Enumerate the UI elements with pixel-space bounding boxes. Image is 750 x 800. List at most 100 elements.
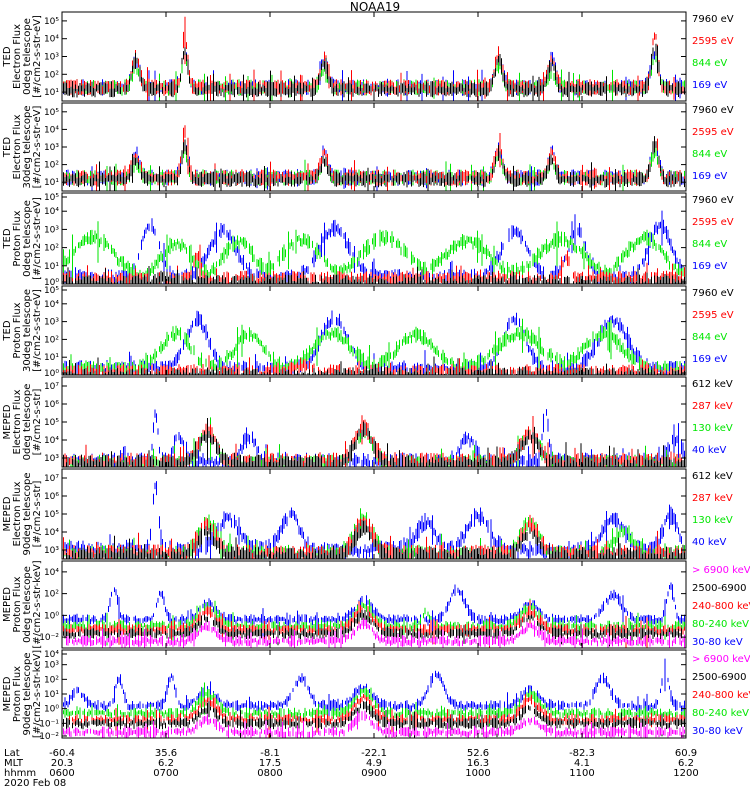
footer-value: -82.3 xyxy=(569,748,595,759)
panel-3-legend: 7960 eV 2595 eV 844 eV 169 eV xyxy=(692,195,734,272)
footer-row-label: MLT xyxy=(4,758,24,769)
footer-value: 20.3 xyxy=(51,758,73,769)
panel-8-ylabel: MEPEDProton Flux90deg telescope[#/cm2-s-… xyxy=(2,650,43,738)
ylabel-line: 0deg telescope xyxy=(22,566,33,643)
legend-entry-red: 2595 eV xyxy=(692,217,734,228)
panel-4-series-blue xyxy=(62,310,686,375)
ylabel-line: 90deg telescope xyxy=(22,472,33,555)
ylabel-line: [#/cm2-s-str-eV] xyxy=(32,106,43,189)
y-tick-label: 10⁵ xyxy=(44,418,59,428)
legend-entry-black: 612 keV xyxy=(692,471,733,482)
y-tick-label: 10⁻¹ xyxy=(39,719,59,729)
ylabel-line: Proton Flux xyxy=(12,666,23,722)
y-tick-label: 10⁵ xyxy=(44,108,59,118)
legend-entry-red: 287 keV xyxy=(692,493,733,504)
legend-entry-red: 287 keV xyxy=(692,401,733,412)
footer-value: 17.5 xyxy=(259,758,281,769)
y-tick-label: 10¹ xyxy=(44,262,59,272)
footer-value: 4.1 xyxy=(574,758,590,769)
panel-1-series-red xyxy=(62,16,686,101)
y-tick-label: 10⁵ xyxy=(44,286,59,296)
y-tick-label: 10⁴ xyxy=(44,207,59,217)
y-tick-label: 10² xyxy=(44,590,59,600)
panel-6-ylabel: MEPEDElectron Flux90deg telescope[#/cm2-… xyxy=(2,472,43,555)
legend-entry-black: 7960 eV xyxy=(692,105,734,116)
y-tick-label: 10⁴ xyxy=(44,568,59,578)
legend-entry-black: 2500-6900 xyxy=(692,583,747,594)
ylabel-line: MEPED xyxy=(2,496,13,531)
legend-entry-black: 7960 eV xyxy=(692,14,734,25)
legend-entry-black: 612 keV xyxy=(692,379,733,390)
y-tick-label: 10² xyxy=(44,675,59,685)
legend-entry-blue: 169 eV xyxy=(692,261,727,272)
legend-entry-red: 240-800 keV xyxy=(692,601,750,612)
y-tick-label: 10¹ xyxy=(44,88,59,98)
panel-4-legend: 7960 eV 2595 eV 844 eV 169 eV xyxy=(692,288,734,365)
panel-8-series-black xyxy=(62,701,686,738)
ylabel-line: TED xyxy=(2,137,13,158)
footer-value: -22.1 xyxy=(361,748,387,759)
y-tick-label: 10⁵ xyxy=(44,17,59,27)
legend-entry-green: 844 eV xyxy=(692,58,727,69)
footer-value: 1000 xyxy=(465,768,490,779)
panel-1-series-black xyxy=(62,43,686,101)
panel-3-ylabel: TEDProton Flux0deg telescope[#/cm2-s-str… xyxy=(2,197,43,280)
y-tick-label: 10¹ xyxy=(44,178,59,188)
panel-8-series-magenta xyxy=(62,710,686,738)
legend-entry-red: 2595 eV xyxy=(692,310,734,321)
footer-row-label: hhmm xyxy=(4,768,36,779)
legend-entry-green: 80-240 keV xyxy=(692,619,749,630)
footer-value: -60.4 xyxy=(49,748,75,759)
footer-value: 52.6 xyxy=(467,748,489,759)
panel-7-ylabel: MEPEDProton Flux0deg telescope[#/cm2-s-s… xyxy=(2,560,43,648)
legend-entry-blue: 169 eV xyxy=(692,354,727,365)
y-tick-label: 10⁴ xyxy=(44,125,59,135)
ylabel-line: Electron Flux xyxy=(12,114,23,179)
y-tick-label: 10⁰ xyxy=(44,369,59,379)
panel-7-series xyxy=(62,582,686,648)
panel-1-ylabel: TEDElectron Flux0deg telescope[#/cm2-s-s… xyxy=(2,15,43,98)
y-tick-label: 10⁰ xyxy=(44,705,59,715)
panel-8-legend: > 6900 keV 2500-6900 240-800 keV 80-240 keV… xyxy=(692,654,750,737)
y-tick-label: 10³ xyxy=(44,143,59,153)
y-tick-label: 10⁻² xyxy=(39,633,59,643)
y-tick-label: 10⁻² xyxy=(39,732,59,742)
ylabel-line: 90deg telescope xyxy=(22,652,33,735)
panel-7-series-blue xyxy=(62,582,686,637)
y-tick-label: 10⁷ xyxy=(44,474,59,484)
ylabel-line: 30deg telescope xyxy=(22,105,33,188)
legend-entry-black: 7960 eV xyxy=(692,195,734,206)
ylabel-line: 0deg telescope xyxy=(22,384,33,461)
legend-entry-black: 2500-6900 xyxy=(692,672,747,683)
panel-4-series-green xyxy=(62,318,686,375)
legend-entry-blue: 30-80 keV xyxy=(692,726,743,737)
y-tick-label: 10² xyxy=(44,244,59,254)
footer-value: 1200 xyxy=(673,768,698,779)
footer-value: 1100 xyxy=(569,768,594,779)
ylabel-line: MEPED xyxy=(2,404,13,439)
y-tick-label: 10⁴ xyxy=(44,35,59,45)
panel-1-legend: 7960 eV 2595 eV 844 eV 169 eV xyxy=(692,14,734,91)
ylabel-line: Proton Flux xyxy=(12,576,23,632)
y-tick-label: 10⁰ xyxy=(44,611,59,621)
ylabel-line: [#/cm2-s-str-eV] xyxy=(32,197,43,280)
panel-7-series-black xyxy=(62,609,686,647)
panel-5-series-red xyxy=(63,415,686,467)
panel-2-series xyxy=(62,125,686,191)
legend-entry-green: 844 eV xyxy=(692,239,727,250)
panel-5-series-green xyxy=(62,417,686,467)
y-tick-label: 10⁶ xyxy=(44,400,59,410)
panel-5-series-black xyxy=(62,418,686,467)
legend-entry-magenta: > 6900 keV xyxy=(692,654,750,665)
panel-4-series xyxy=(62,310,686,375)
panel-5-series xyxy=(62,409,686,467)
panel-1-series-blue xyxy=(62,44,686,101)
